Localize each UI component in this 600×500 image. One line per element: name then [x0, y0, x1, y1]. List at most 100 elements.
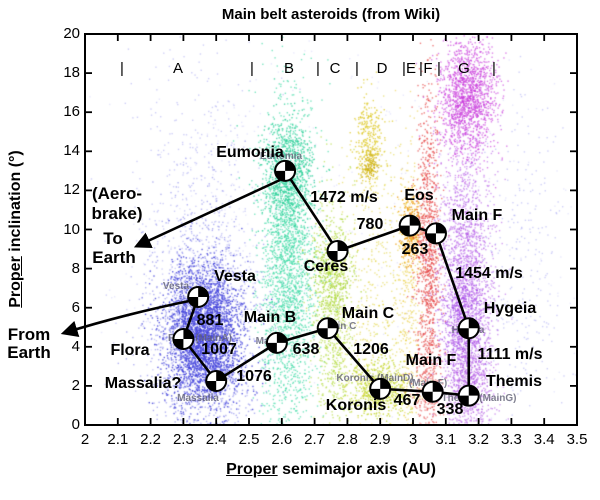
y-tick-label: 0	[71, 416, 80, 433]
faint-family-label: Massalia	[177, 393, 219, 404]
x-tick-label: 2.2	[140, 431, 162, 448]
waypoint-label-massalia: Massalia?	[104, 375, 182, 392]
zone-label-E: E	[405, 60, 416, 77]
x-tick-label: 2.8	[336, 431, 358, 448]
zone-separator: |	[437, 60, 441, 77]
x-axis-label-underlined: Proper	[226, 461, 278, 478]
waypoint-flora	[172, 327, 195, 350]
zone-separator: |	[120, 60, 124, 77]
zone-label-F: F	[423, 60, 433, 77]
route-segment	[215, 341, 278, 383]
waypoint-hygeia	[457, 317, 480, 340]
zone-label-C: C	[329, 60, 341, 77]
plot-frame	[84, 33, 578, 426]
zone-label-G: G	[458, 60, 470, 77]
delta-v-label-flora-massalia: 1007	[201, 341, 237, 358]
x-tick-label: 2.9	[369, 431, 391, 448]
x-tick-label: 3.5	[566, 431, 588, 448]
zone-separator: |	[316, 60, 320, 77]
waypoint-massalia	[205, 370, 228, 393]
delta-v-label-themis-hygeia: 1111 m/s	[477, 346, 543, 363]
waypoint-ceres	[326, 240, 349, 263]
x-tick-label: 2.1	[107, 431, 129, 448]
faint-family-label: Eunomia	[259, 151, 303, 162]
waypoint-label-koronis: Koronis	[325, 397, 387, 414]
route-segment	[326, 327, 382, 390]
y-tick-label: 6	[71, 298, 80, 316]
x-axis-label: Proper semimajor axis (AU)	[131, 461, 531, 479]
x-tick-label: 2.6	[271, 431, 293, 448]
asteroid-point-cloud	[85, 34, 577, 425]
from-earth-arrow	[60, 298, 195, 338]
waypoint-label-main-b: Main B	[243, 309, 297, 326]
x-tick-label: 2.5	[238, 431, 260, 448]
x-tick-label: 3.1	[435, 431, 457, 448]
waypoint-themis	[457, 384, 480, 407]
x-tick-label: 2	[80, 431, 90, 448]
zone-separator: |	[402, 60, 406, 77]
delta-v-label-main-b-main-c: 638	[292, 341, 320, 358]
waypoint-label-main-f-upper: Main F	[451, 207, 503, 224]
y-tick-label: 4	[71, 337, 80, 355]
x-axis-label-rest: semimajor axis (AU)	[277, 461, 436, 478]
x-tick-label: 3.2	[468, 431, 490, 448]
waypoint-main-f-lower	[421, 380, 444, 403]
faint-family-label: Koronis (MainD)	[336, 373, 414, 384]
waypoint-vesta	[187, 285, 210, 308]
waypoint-label-hygeia: Hygeia	[483, 300, 537, 317]
route-segment	[283, 170, 339, 252]
y-tick-label: 8	[71, 259, 80, 277]
zone-separator: |	[419, 60, 423, 77]
y-tick-label: 10	[63, 220, 80, 238]
delta-v-label-ceres-eumonia: 1472 m/s	[310, 189, 378, 206]
zone-separator: |	[492, 60, 496, 77]
x-tick-label: 2.4	[205, 431, 227, 448]
zone-label-A: A	[172, 60, 183, 77]
route-segment	[337, 224, 411, 253]
y-tick-label: 18	[63, 64, 80, 82]
faint-family-label: Main C	[323, 321, 357, 332]
waypoint-label-eumonia: Eumonia	[216, 144, 284, 161]
x-tick-label: 2.3	[172, 431, 194, 448]
waypoint-eumonia	[274, 159, 297, 182]
waypoint-koronis	[369, 377, 392, 400]
y-tick-label: 16	[63, 103, 80, 121]
delta-v-label-main-c-koronis: 1206	[353, 341, 389, 358]
y-tick-label: 12	[63, 181, 80, 199]
delta-v-label-hygeia-main-f-upper: 1454 m/s	[455, 265, 523, 282]
zone-label-D: D	[376, 60, 388, 77]
waypoint-main-c	[316, 317, 339, 340]
waypoint-label-ceres: Ceres	[303, 258, 349, 275]
to-earth-annotation: (Aero-	[91, 184, 143, 203]
waypoint-label-eos: Eos	[404, 187, 434, 204]
faint-family-label: Flora (MainA)	[168, 333, 232, 344]
y-tick-label: 14	[63, 142, 80, 160]
x-tick-label: 2.7	[304, 431, 326, 448]
from-earth-annotation: Earth	[7, 343, 51, 362]
to-earth-arrow	[133, 178, 281, 249]
delta-v-label-main-f-lower-themis: 338	[436, 401, 464, 418]
to-earth-annotation: Earth	[92, 248, 136, 267]
delta-v-label-massalia-main-b: 1076	[236, 368, 272, 385]
route-segment	[434, 232, 470, 329]
x-tick-label: 3.4	[533, 431, 555, 448]
faint-family-label: Vesta	[162, 281, 190, 292]
waypoint-label-main-f-lower: Main F	[405, 352, 457, 369]
waypoint-label-themis: Themis	[485, 373, 542, 390]
zone-label-B: B	[283, 60, 294, 77]
x-tick-label: 3.3	[500, 431, 522, 448]
to-earth-annotation: brake)	[91, 204, 143, 223]
x-tick-label: 3	[408, 431, 418, 448]
delta-v-label-main-f-upper-eos: 263	[401, 241, 429, 258]
waypoint-main-b	[265, 331, 288, 354]
to-earth-annotation: To	[103, 229, 123, 248]
delta-v-label-eos-ceres: 780	[356, 216, 384, 233]
delta-v-label-koronis-main-f-lower: 467	[393, 392, 421, 409]
waypoint-label-flora: Flora	[110, 342, 150, 359]
zone-separator: |	[355, 60, 359, 77]
delta-v-label-vesta-flora: 881	[196, 312, 224, 329]
y-tick-label: 20	[63, 25, 80, 42]
y-tick-label: 2	[71, 376, 80, 394]
